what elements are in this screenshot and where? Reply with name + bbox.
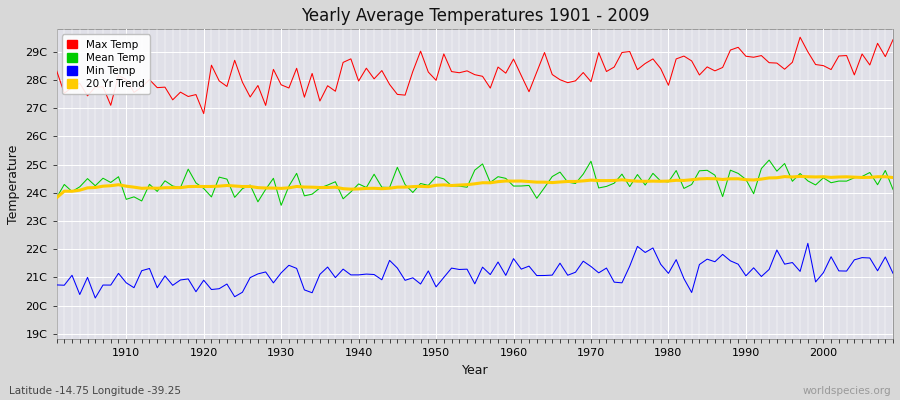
Legend: Max Temp, Mean Temp, Min Temp, 20 Yr Trend: Max Temp, Mean Temp, Min Temp, 20 Yr Tre… [62, 34, 150, 94]
X-axis label: Year: Year [462, 364, 488, 377]
Text: worldspecies.org: worldspecies.org [803, 386, 891, 396]
Title: Yearly Average Temperatures 1901 - 2009: Yearly Average Temperatures 1901 - 2009 [301, 7, 649, 25]
Y-axis label: Temperature: Temperature [7, 145, 20, 224]
Text: Latitude -14.75 Longitude -39.25: Latitude -14.75 Longitude -39.25 [9, 386, 181, 396]
